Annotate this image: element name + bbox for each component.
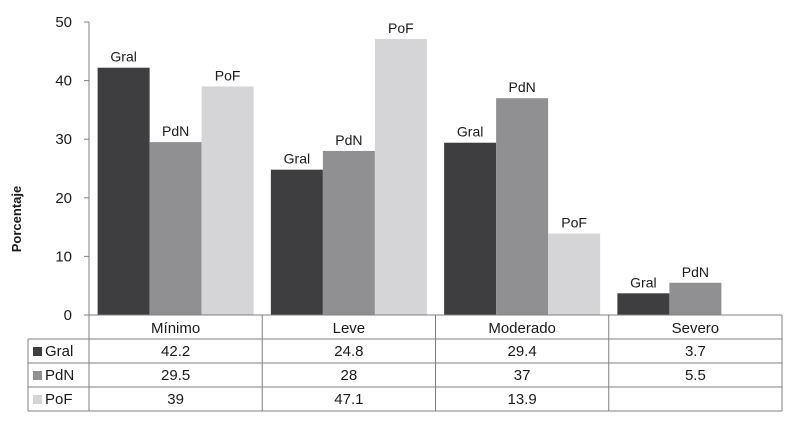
y-tick-label-0: 0 — [64, 307, 72, 324]
bar-label-gral-minimo: Gral — [110, 49, 136, 65]
bar-label-gral-leve: Gral — [284, 151, 310, 167]
bar-label-pof-minimo: PoF — [215, 67, 241, 83]
bar-pdn-moderado — [496, 98, 549, 316]
table-cell-gral-minimo: 42.2 — [161, 343, 190, 360]
bar-gral-severo — [617, 293, 670, 315]
legend-label-pdn: PdN — [45, 367, 74, 384]
bar-pof-moderado — [548, 233, 601, 315]
plot-area: 0 10 20 30 40 50 Gral PdN PoF Gral PdN PoF Gral PdN Po… — [55, 14, 722, 324]
bar-pof-minimo — [201, 86, 254, 316]
bar-label-gral-moderado: Gral — [457, 124, 483, 140]
legend-key-pof — [33, 395, 42, 404]
bar-label-pdn-minimo: PdN — [162, 123, 189, 139]
category-label-minimo: Mínimo — [151, 320, 200, 337]
table-cell-pdn-moderado: 37 — [514, 367, 531, 384]
bar-label-pdn-severo: PdN — [682, 264, 709, 280]
table-cell-gral-leve: 24.8 — [334, 343, 363, 360]
table-cell-pof-minimo: 39 — [167, 391, 184, 408]
bar-pdn-severo — [669, 282, 722, 315]
bar-gral-moderado — [444, 142, 497, 315]
y-tick-label-40: 40 — [55, 73, 72, 90]
legend-label-pof: PoF — [45, 391, 73, 408]
table-cell-pdn-severo: 5.5 — [685, 367, 706, 384]
bar-label-pdn-moderado: PdN — [509, 79, 536, 95]
y-axis-label: Porcentaje — [9, 186, 24, 252]
bar-label-gral-severo: Gral — [630, 274, 656, 290]
y-tick-label-30: 30 — [55, 131, 72, 148]
bar-label-pdn-leve: PdN — [335, 132, 362, 148]
table-cell-pof-leve: 47.1 — [334, 391, 363, 408]
bar-label-pof-leve: PoF — [388, 20, 414, 36]
category-label-leve: Leve — [333, 320, 366, 337]
table-cell-gral-moderado: 29.4 — [508, 343, 537, 360]
legend-key-gral — [33, 347, 42, 356]
bar-gral-leve — [270, 169, 323, 315]
y-tick-label-50: 50 — [55, 14, 72, 31]
bar-pof-leve — [374, 38, 427, 316]
category-label-moderado: Moderado — [488, 320, 556, 337]
bar-pdn-leve — [322, 150, 375, 315]
legend-label-gral: Gral — [45, 343, 73, 360]
data-table: Mínimo Leve Moderado Severo Gral 42.2 24.8 29.4… — [27, 314, 783, 412]
bar-label-pof-moderado: PoF — [561, 215, 587, 231]
bar-pdn-minimo — [149, 142, 202, 315]
y-tick-label-20: 20 — [55, 190, 72, 207]
legend-key-pdn — [33, 371, 42, 380]
table-cell-pdn-minimo: 29.5 — [161, 367, 190, 384]
table-cell-pdn-leve: 28 — [341, 367, 358, 384]
table-cell-pof-moderado: 13.9 — [508, 391, 537, 408]
category-label-severo: Severo — [672, 320, 720, 337]
y-tick-label-10: 10 — [55, 248, 72, 265]
table-cell-gral-severo: 3.7 — [685, 343, 706, 360]
bar-gral-minimo — [97, 67, 150, 315]
